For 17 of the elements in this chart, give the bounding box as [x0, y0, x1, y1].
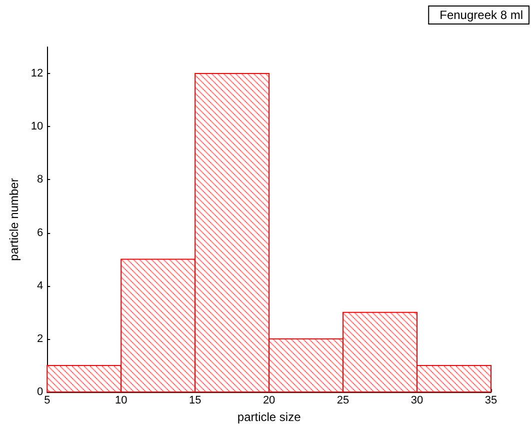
text: Fenugreek 8 ml [440, 8, 523, 22]
x-axis-title: particle size [237, 410, 302, 424]
y-tick-label: 6 [37, 226, 44, 239]
y-tick-label: 0 [37, 386, 44, 398]
y-tick-label: 4 [37, 280, 44, 292]
y-tick-label: 12 [30, 68, 44, 80]
x-tick-label: 35 [484, 394, 498, 406]
y-axis-title: particle number [7, 178, 21, 261]
x-tick-label: 10 [114, 394, 128, 406]
x-tick-label: 15 [188, 394, 202, 406]
y-tick-label: 2 [37, 332, 44, 345]
y-tick-label: 10 [30, 120, 44, 133]
x-tick-label: 25 [336, 394, 350, 406]
y-tick-label: 8 [37, 174, 44, 186]
x-tick-label: 20 [262, 394, 276, 406]
x-tick-label: 5 [44, 394, 50, 406]
x-tick-label: 30 [410, 394, 424, 406]
